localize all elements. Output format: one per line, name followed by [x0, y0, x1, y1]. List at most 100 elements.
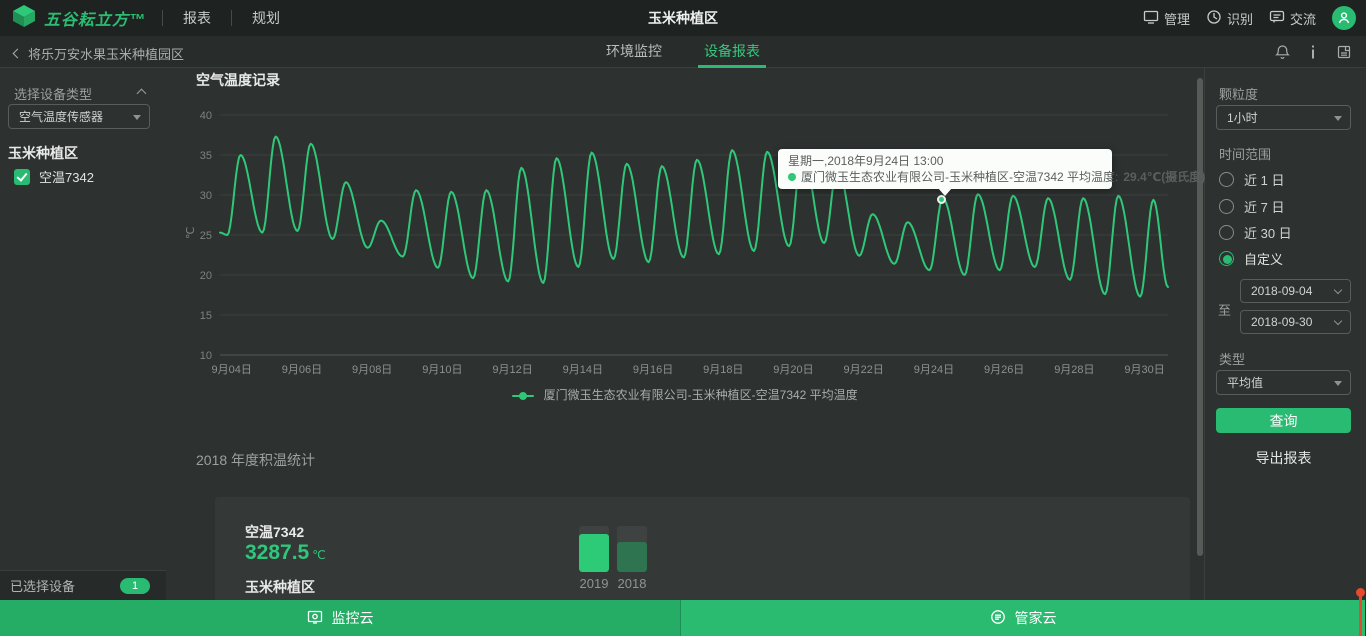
butler-cloud-link[interactable]: 管家云 — [681, 600, 1365, 636]
radio-icon — [1219, 172, 1234, 187]
page-scroll-indicator[interactable] — [1356, 588, 1366, 636]
device-label: 空温7342 — [39, 170, 94, 185]
temperature-line-chart[interactable]: 40 35 30 25 20 15 10 ℃ 9月04日 9月06日 9月08日 9月10日 9月12日… — [180, 104, 1190, 384]
accum-device-name: 空温7342 — [245, 524, 305, 540]
year-bar-2019[interactable]: 2019 — [579, 526, 609, 591]
sub-bar-icons — [1275, 36, 1352, 68]
menu-item-reports[interactable]: 报表 — [183, 10, 212, 26]
year-label: 2019 — [579, 576, 609, 591]
chart-legend[interactable]: 厦门微玉生态农业有限公司-玉米种植区-空温7342 平均温度 — [180, 386, 1190, 403]
collapse-caret-icon[interactable] — [136, 88, 147, 99]
granularity-label: 颗粒度 — [1219, 87, 1259, 102]
action-manage[interactable]: 管理 — [1143, 9, 1190, 28]
y-axis-tick-label: 35 — [200, 150, 212, 162]
action-chat[interactable]: 交流 — [1269, 9, 1316, 28]
x-axis-tick-label: 9月26日 — [984, 364, 1024, 376]
vertical-scrollbar-thumb[interactable] — [1197, 78, 1203, 556]
x-axis-tick-label: 9月10日 — [422, 364, 462, 376]
date-from-select[interactable]: 2018-09-04 — [1240, 279, 1351, 303]
type-select[interactable]: 平均值 — [1216, 370, 1351, 395]
tooltip-series-value: 厦门微玉生态农业有限公司-玉米种植区-空温7342 平均温度: 29.4℃(摄氏… — [788, 169, 1205, 185]
chart-tooltip: 星期一,2018年9月24日 13:00 厦门微玉生态农业有限公司-玉米种植区-… — [778, 149, 1205, 196]
chart-title: 空气温度记录 — [196, 72, 280, 88]
selected-devices-label: 已选择设备 — [10, 579, 76, 594]
brand[interactable]: 五谷耘立方™ — [0, 4, 146, 33]
brand-name: 五谷耘立方™ — [44, 12, 147, 29]
radio-icon — [1219, 225, 1234, 240]
x-axis-tick-label: 9月30日 — [1124, 364, 1164, 376]
scroll-bar — [1359, 594, 1362, 636]
radio-last-7-days[interactable]: 近 7 日 — [1219, 197, 1284, 216]
top-actions: 管理 识别 交流 — [1143, 0, 1356, 36]
granularity-select[interactable]: 1小时 — [1216, 105, 1351, 130]
selected-count-badge: 1 — [120, 577, 150, 594]
action-recognize[interactable]: 识别 — [1206, 9, 1253, 28]
y-axis-tick-label: 40 — [200, 110, 212, 122]
export-report-button[interactable]: 导出报表 — [1255, 449, 1312, 466]
tab-device-report[interactable]: 设备报表 — [698, 36, 766, 68]
x-axis-tick-label: 9月28日 — [1054, 364, 1094, 376]
x-axis-tick-label: 9月14日 — [563, 364, 603, 376]
x-axis-tick-label: 9月12日 — [492, 364, 532, 376]
x-axis-tick-label: 9月20日 — [773, 364, 813, 376]
x-axis-tick-label: 9月08日 — [352, 364, 392, 376]
x-axis-tick-label: 9月16日 — [633, 364, 673, 376]
divider — [231, 10, 233, 26]
chevron-left-icon — [12, 48, 23, 59]
chat-icon — [1269, 9, 1285, 28]
tooltip-datetime: 星期一,2018年9月24日 13:00 — [788, 154, 944, 168]
left-panel: 选择设备类型 空气温度传感器 玉米种植区 空温7342 已选择设备 1 — [0, 68, 166, 600]
type-label: 类型 — [1219, 352, 1246, 367]
chevron-down-icon — [1334, 380, 1342, 386]
device-type-label: 选择设备类型 — [14, 87, 93, 102]
monitor-cloud-icon — [307, 609, 323, 628]
selected-devices-footer: 已选择设备 1 — [0, 570, 166, 600]
journal-icon[interactable] — [1336, 44, 1352, 60]
scroll-knob — [1356, 588, 1365, 597]
page-title: 玉米种植区 — [648, 10, 718, 26]
tab-environment-monitor[interactable]: 环境监控 — [606, 43, 662, 59]
brand-logo-cube-icon — [12, 4, 36, 33]
time-range-label: 时间范围 — [1219, 147, 1272, 162]
chevron-down-icon — [1333, 285, 1343, 295]
butler-cloud-icon — [990, 609, 1006, 628]
x-axis-tick-label: 9月06日 — [282, 364, 322, 376]
year-label: 2018 — [617, 576, 647, 591]
year-comparison-bars: 2019 2018 — [579, 526, 647, 591]
accumulated-temp-title: 2018 年度积温统计 — [196, 452, 316, 468]
series-dot-icon — [788, 173, 796, 181]
device-type-select[interactable]: 空气温度传感器 — [8, 104, 150, 129]
legend-line-marker-icon — [512, 391, 535, 400]
radio-custom-range[interactable]: 自定义 — [1219, 249, 1283, 268]
right-panel: 颗粒度 1小时 时间范围 近 1 日 近 7 日 近 30 日 自定义 2018… — [1205, 68, 1366, 600]
radio-last-30-days[interactable]: 近 30 日 — [1219, 223, 1292, 242]
recognize-icon — [1206, 9, 1222, 28]
radio-last-1-day[interactable]: 近 1 日 — [1219, 170, 1284, 189]
tooltip-value: 29.4℃(摄氏度) — [1123, 170, 1206, 184]
query-button[interactable]: 查询 — [1216, 408, 1351, 433]
area-group-title: 玉米种植区 — [8, 145, 78, 161]
accum-value: 3287.5 ℃ — [245, 541, 326, 564]
user-avatar[interactable] — [1332, 6, 1356, 30]
x-axis-tick-label: 9月04日 — [212, 364, 252, 376]
chevron-down-icon — [1333, 316, 1343, 326]
info-icon[interactable] — [1310, 44, 1316, 60]
divider — [162, 10, 164, 26]
top-bar: 五谷耘立方™ 报表 规划 玉米种植区 管理 识别 — [0, 0, 1366, 36]
radio-icon — [1219, 251, 1234, 266]
y-axis-tick-label: 10 — [200, 350, 212, 362]
to-label: 至 — [1218, 303, 1232, 318]
year-bar-2018[interactable]: 2018 — [617, 526, 647, 591]
x-axis-tick-label: 9月22日 — [844, 364, 884, 376]
device-checkbox-row[interactable]: 空温7342 — [14, 167, 94, 186]
tooltip-arrow — [938, 188, 952, 196]
highlighted-data-point[interactable] — [936, 195, 946, 205]
breadcrumb[interactable]: 将乐万安水果玉米种植园区 — [12, 44, 184, 63]
checkbox-checked-icon[interactable] — [14, 168, 30, 185]
date-to-select[interactable]: 2018-09-30 — [1240, 310, 1351, 334]
monitor-cloud-link[interactable]: 监控云 — [0, 600, 681, 636]
bell-icon[interactable] — [1275, 44, 1290, 60]
temperature-series-line — [219, 135, 1169, 298]
radio-icon — [1219, 199, 1234, 214]
menu-item-planning[interactable]: 规划 — [252, 10, 281, 26]
